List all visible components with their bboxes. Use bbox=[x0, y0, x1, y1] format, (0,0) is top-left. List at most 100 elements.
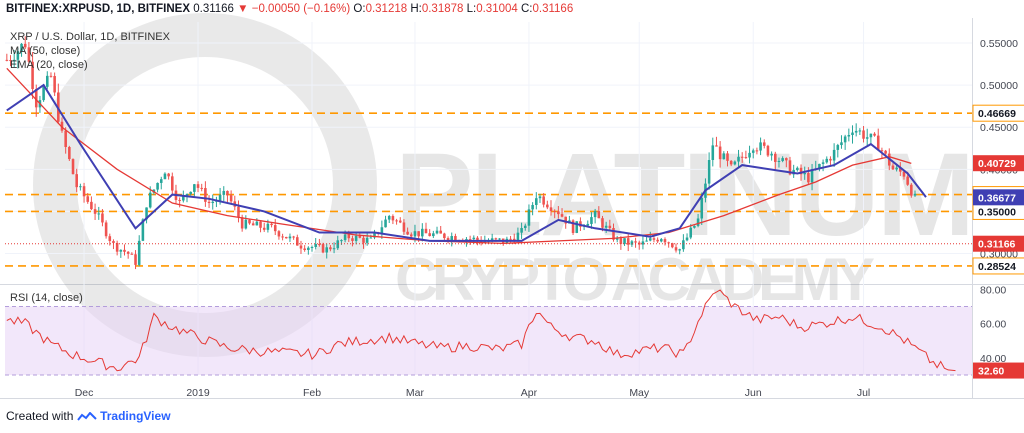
candle-body bbox=[185, 194, 189, 196]
tradingview-brand[interactable]: TradingView bbox=[100, 409, 171, 423]
candle-body bbox=[413, 231, 417, 237]
candle-body bbox=[821, 162, 825, 164]
price-badge: 0.31166 bbox=[978, 239, 1016, 251]
created-with-text: Created with bbox=[6, 409, 74, 423]
candle-body bbox=[854, 130, 858, 133]
candle-body bbox=[740, 156, 744, 158]
candle-body bbox=[167, 173, 170, 177]
candle-body bbox=[667, 242, 670, 244]
candle-body bbox=[64, 130, 67, 148]
candle-body bbox=[586, 223, 590, 226]
price-tick-label: 0.55000 bbox=[980, 38, 1018, 50]
candle-body bbox=[31, 61, 34, 90]
open-label: O: bbox=[353, 3, 366, 15]
candle-body bbox=[807, 173, 810, 183]
candle-body bbox=[781, 158, 784, 161]
level-badge-bg bbox=[972, 104, 1024, 122]
candle-body bbox=[329, 247, 332, 250]
candle-body bbox=[365, 237, 369, 243]
candle-body bbox=[332, 248, 336, 250]
chart-title[interactable]: XRP / U.S. Dollar, 1D, BITFINEX bbox=[10, 31, 170, 43]
candle-body bbox=[255, 221, 259, 226]
candle-body bbox=[553, 211, 556, 213]
candle-body bbox=[880, 150, 884, 152]
rsi-legend[interactable]: RSI (14, close) bbox=[10, 292, 83, 304]
candle-body bbox=[318, 244, 321, 246]
candle-body bbox=[862, 130, 865, 139]
candle-body bbox=[240, 217, 244, 229]
candles bbox=[5, 36, 917, 270]
candle-body bbox=[303, 248, 306, 251]
candle-body bbox=[369, 237, 373, 239]
candle-body bbox=[766, 145, 770, 156]
time-tick-label: Feb bbox=[303, 387, 321, 399]
candle-body bbox=[251, 223, 255, 226]
candle-body bbox=[509, 238, 512, 240]
candle-body bbox=[575, 221, 579, 233]
candle-body bbox=[432, 233, 435, 237]
candle-body bbox=[211, 201, 215, 204]
candle-body bbox=[615, 238, 619, 240]
candle-body bbox=[23, 43, 27, 48]
candle-body bbox=[391, 216, 395, 221]
candle-body bbox=[674, 247, 678, 251]
footer: Created with TradingView bbox=[6, 409, 171, 423]
rsi-last-badge: 32.60 bbox=[978, 366, 1004, 378]
candle-body bbox=[296, 237, 299, 246]
candle-body bbox=[490, 238, 494, 241]
candle-body bbox=[424, 228, 428, 234]
candle-body bbox=[12, 59, 16, 61]
low-label: L: bbox=[466, 3, 477, 15]
candle-body bbox=[744, 157, 748, 159]
candle-body bbox=[354, 235, 358, 241]
symbol-header: BITFINEX:XRPUSD, 1D, BITFINEX 0.31166 ▼ … bbox=[6, 3, 573, 15]
candle-body bbox=[27, 47, 31, 62]
candle-body bbox=[751, 150, 755, 153]
tradingview-logo-icon[interactable] bbox=[76, 410, 97, 421]
high-label: H: bbox=[410, 3, 422, 15]
candle-body bbox=[788, 160, 792, 175]
candle-body bbox=[5, 59, 9, 61]
candle-body bbox=[406, 231, 409, 235]
candle-body bbox=[542, 196, 545, 205]
candle-body bbox=[693, 225, 696, 228]
candle-body bbox=[171, 176, 174, 191]
low-value: 0.31004 bbox=[476, 3, 518, 15]
candle-body bbox=[762, 142, 766, 146]
candle-body bbox=[865, 137, 869, 139]
ma50-line bbox=[6, 67, 912, 245]
candle-body bbox=[645, 240, 648, 242]
price-badge: 0.36677 bbox=[978, 192, 1016, 204]
ma50-legend[interactable]: MA (50, close) bbox=[10, 45, 81, 57]
candle-body bbox=[895, 167, 898, 170]
candle-body bbox=[71, 159, 75, 175]
candle-body bbox=[531, 204, 534, 210]
candle-body bbox=[483, 241, 487, 243]
open-value: 0.31218 bbox=[365, 3, 408, 15]
candle-body bbox=[229, 195, 233, 202]
candle-body bbox=[593, 211, 597, 218]
candle-body bbox=[398, 220, 402, 223]
candle-body bbox=[226, 190, 229, 196]
candle-body bbox=[546, 204, 549, 208]
close-label: C: bbox=[521, 3, 533, 15]
candle-body bbox=[439, 230, 442, 234]
symbol-name[interactable]: BITFINEX:XRPUSD, 1D, BITFINEX bbox=[6, 3, 191, 15]
candle-body bbox=[159, 179, 163, 183]
candle-body bbox=[535, 198, 538, 205]
candle-body bbox=[718, 146, 722, 160]
candle-body bbox=[53, 76, 56, 93]
candle-body bbox=[284, 236, 288, 239]
candle-body bbox=[178, 199, 181, 201]
candle-body bbox=[270, 223, 273, 226]
candle-body bbox=[196, 184, 200, 188]
candle-body bbox=[726, 153, 729, 161]
level-badge: 0.28524 bbox=[978, 261, 1016, 273]
ema20-legend[interactable]: EMA (20, close) bbox=[10, 59, 88, 71]
candle-body bbox=[876, 135, 880, 151]
candle-body bbox=[663, 239, 667, 243]
candle-body bbox=[79, 186, 82, 188]
candle-body bbox=[759, 142, 762, 151]
candle-body bbox=[292, 236, 295, 238]
price-badge-bg bbox=[973, 189, 1024, 206]
